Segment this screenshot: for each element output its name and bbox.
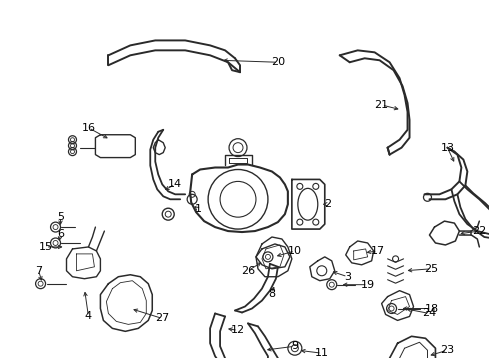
Text: 14: 14 [168, 179, 182, 189]
Text: 22: 22 [472, 226, 487, 236]
Text: 23: 23 [441, 345, 455, 355]
Text: 7: 7 [35, 266, 42, 276]
Text: 3: 3 [344, 272, 351, 282]
Text: 16: 16 [81, 123, 96, 133]
Text: 4: 4 [85, 311, 92, 321]
Text: 26: 26 [241, 266, 255, 276]
Text: 11: 11 [315, 348, 329, 358]
Text: 17: 17 [370, 246, 385, 256]
Text: 1: 1 [195, 204, 201, 214]
Text: 25: 25 [424, 264, 439, 274]
Text: 20: 20 [271, 57, 285, 67]
Text: 5: 5 [57, 212, 64, 222]
Text: 10: 10 [288, 246, 302, 256]
Text: 21: 21 [374, 100, 389, 110]
Text: 18: 18 [424, 303, 439, 314]
Text: 19: 19 [361, 280, 375, 290]
Text: 13: 13 [441, 143, 454, 153]
Text: 8: 8 [269, 289, 275, 298]
Text: 15: 15 [39, 242, 52, 252]
Text: 27: 27 [155, 314, 170, 323]
Text: 6: 6 [57, 229, 64, 239]
Text: 2: 2 [324, 199, 331, 209]
Text: 24: 24 [422, 309, 437, 319]
Text: 12: 12 [231, 325, 245, 336]
Text: 9: 9 [291, 341, 298, 351]
